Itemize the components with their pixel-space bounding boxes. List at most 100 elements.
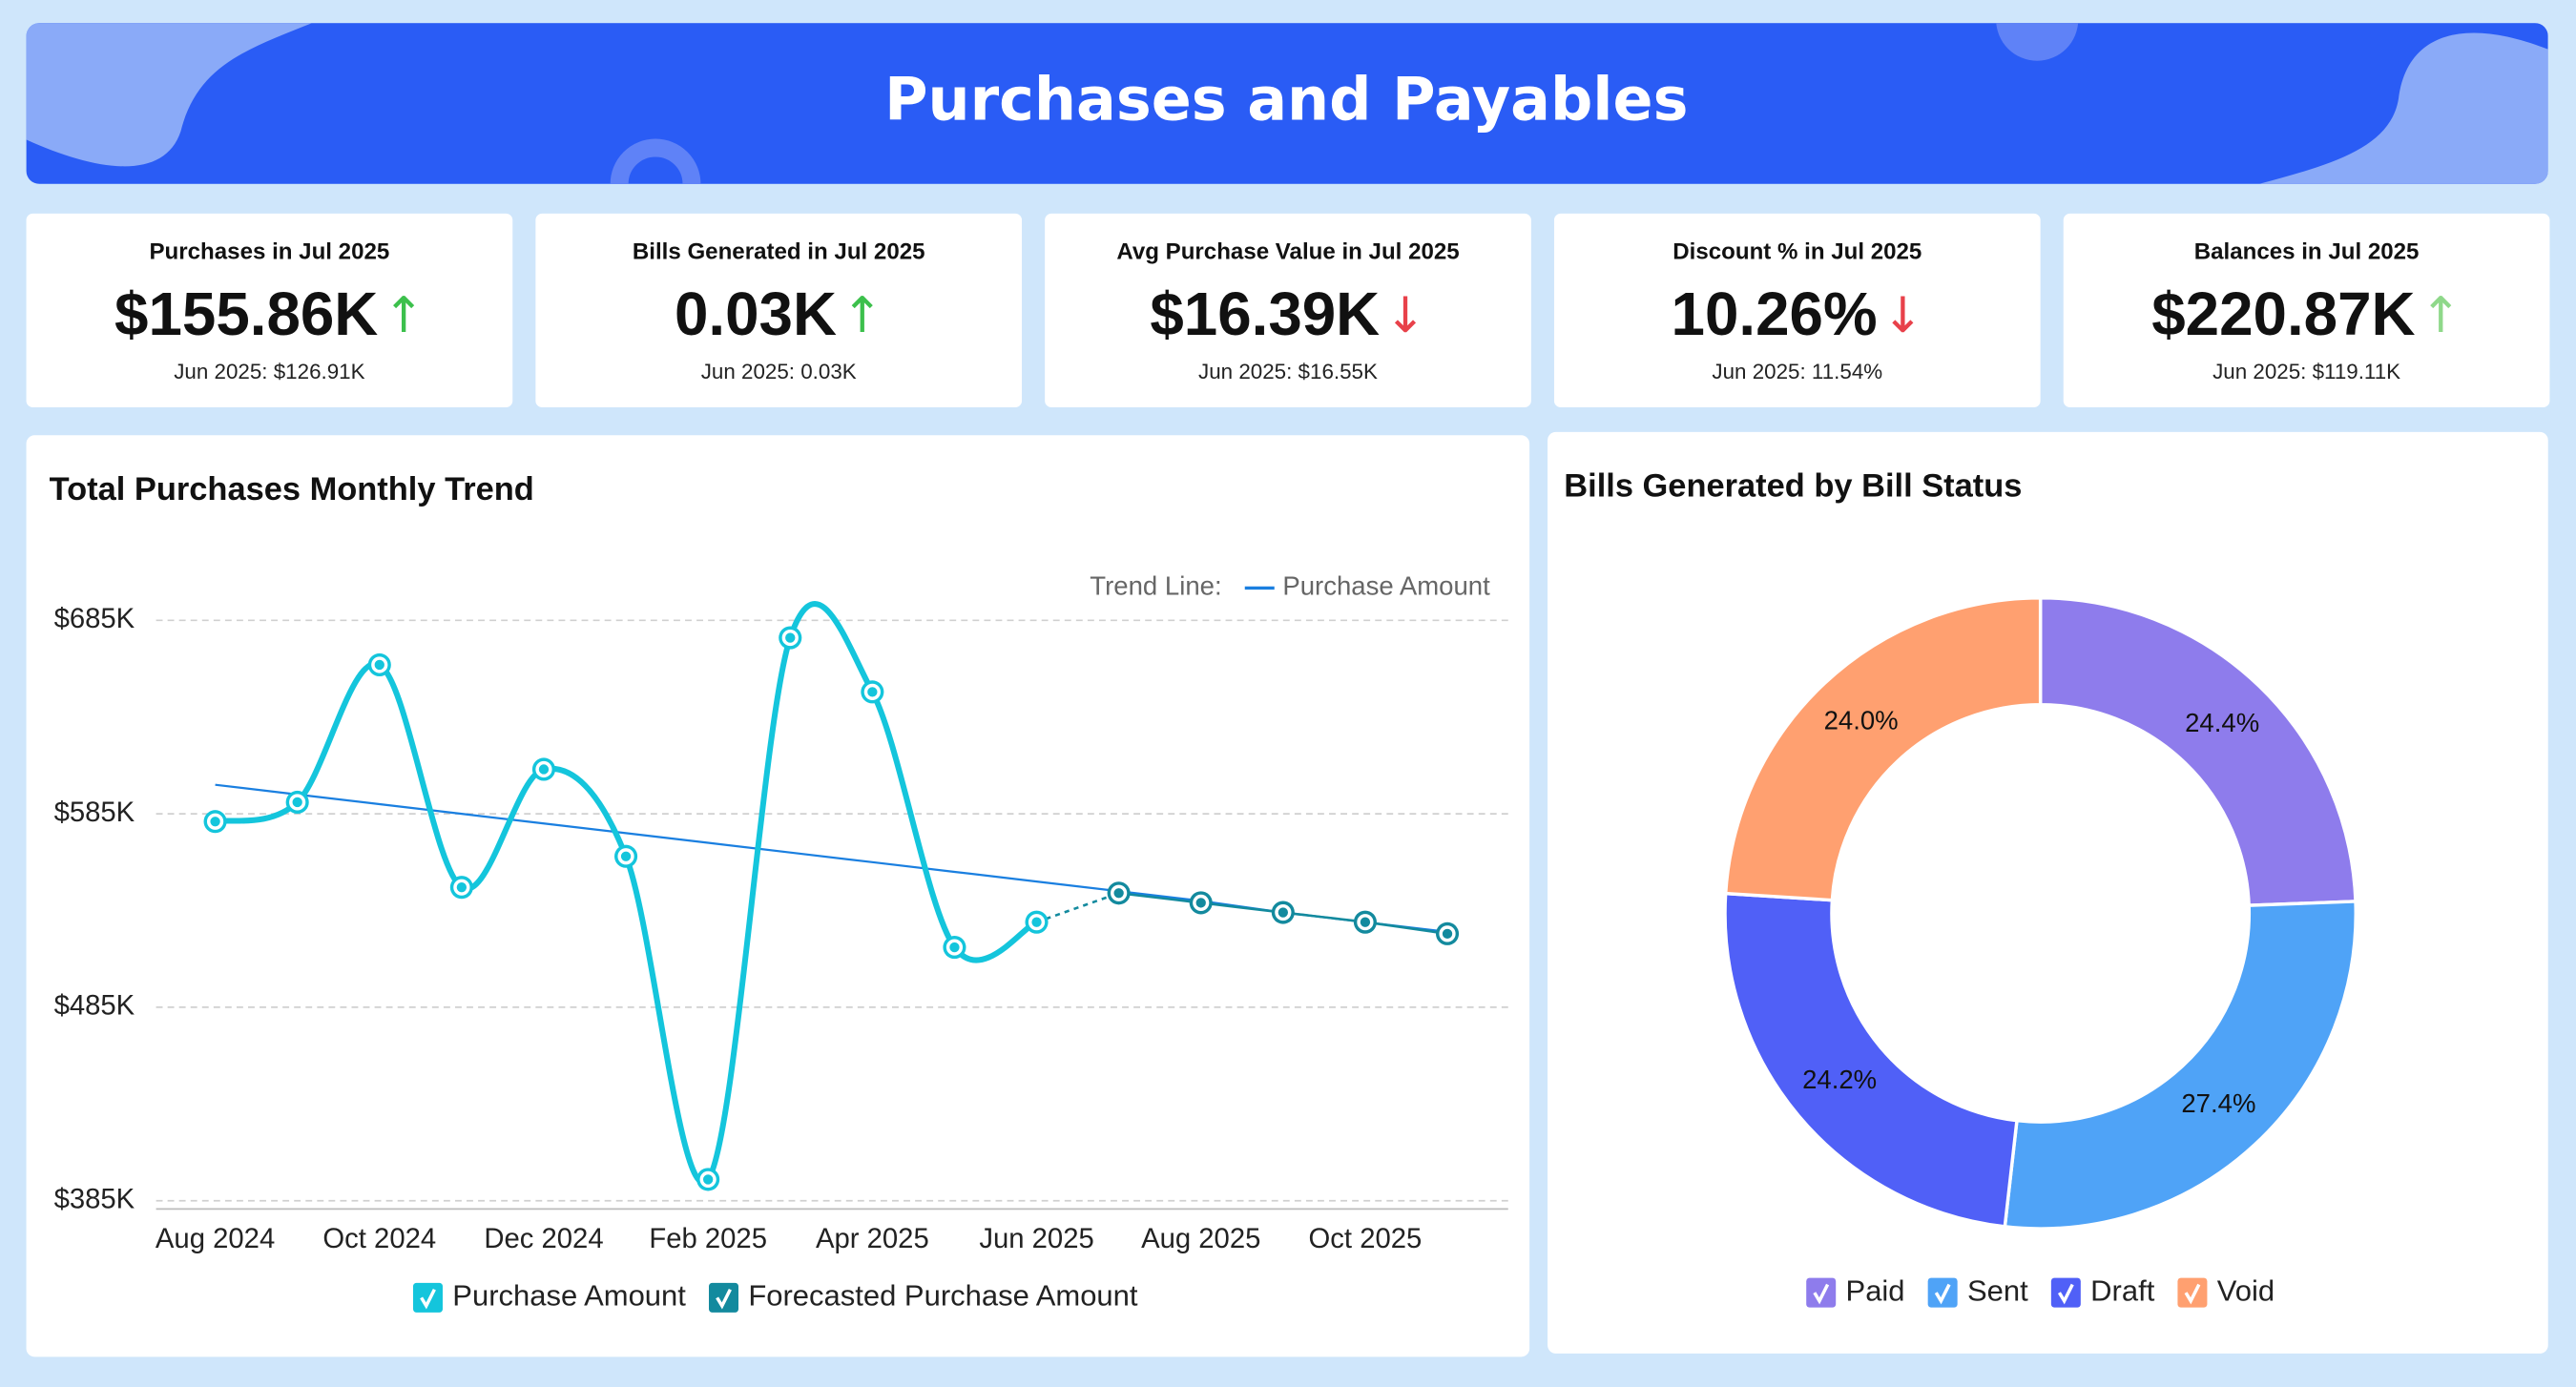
y-tick-label: $585K: [54, 797, 135, 828]
point: [453, 879, 470, 896]
kpi-previous: Jun 2025: $119.11K: [2212, 360, 2400, 383]
kpi-value: 0.03K ↑: [675, 279, 883, 348]
donut-slice: [2003, 900, 2358, 1231]
forecast-connector: [1036, 892, 1120, 923]
chart-title: Total Purchases Monthly Trend: [50, 471, 534, 507]
kpi-title: Avg Purchase Value in Jul 2025: [1116, 239, 1459, 265]
point: [1111, 884, 1128, 901]
kpi-value-text: $220.87K: [2151, 279, 2415, 348]
header-banner: [26, 23, 2548, 184]
y-tick-label: $685K: [54, 604, 135, 634]
kpi-card: [1045, 213, 1531, 408]
x-tick-label: Aug 2025: [1141, 1224, 1260, 1254]
trend-legend: Purchase Amount Trend Line:: [1090, 571, 1490, 601]
kpi-card: [2063, 213, 2550, 408]
legend-check: [1934, 1283, 1951, 1305]
kpi-previous: Jun 2025: 0.03K: [701, 360, 857, 383]
pie-panel: [1548, 431, 2548, 1354]
kpi-card: [26, 213, 513, 408]
kpi-title: Bills Generated in Jul 2025: [633, 239, 925, 265]
kpi-title: Discount % in Jul 2025: [1672, 239, 1922, 265]
trend-legend-label: Trend Line:: [1090, 571, 1221, 601]
slice-label: 27.4%: [2181, 1088, 2255, 1118]
point: [1275, 903, 1292, 921]
x-tick-label: Oct 2024: [322, 1224, 436, 1254]
legend-check: [716, 1288, 732, 1310]
kpi-card: [535, 213, 1023, 408]
slice-label: 24.4%: [2185, 708, 2259, 737]
point: [1028, 914, 1046, 931]
header-title: Purchases and Payables: [884, 65, 1688, 135]
x-tick-label: Apr 2025: [816, 1224, 929, 1254]
kpi-title: Balances in Jul 2025: [2194, 239, 2420, 265]
legend-check: [420, 1288, 436, 1310]
legend-swatch: [2050, 1277, 2081, 1308]
legend-check: [2184, 1283, 2201, 1305]
point: [945, 939, 964, 956]
point: [535, 760, 552, 778]
trend-legend-name: Purchase Amount: [1282, 571, 1490, 601]
kpi-row: Purchases in Jul 2025$155.86K ↑Jun 2025: …: [26, 213, 2550, 408]
kpi-value-text: $16.39K: [1150, 279, 1380, 348]
legend-label: Forecasted Purchase Amount: [748, 1279, 1138, 1313]
point: [289, 794, 306, 811]
legend-label: Draft: [2090, 1273, 2155, 1307]
point: [1193, 894, 1210, 912]
legend-item: Draft: [2050, 1273, 2155, 1308]
point: [371, 656, 388, 673]
x-tick-label: Oct 2025: [1309, 1224, 1423, 1254]
kpi-value: 10.26% ↓: [1672, 279, 1924, 348]
legend-swatch: [1927, 1277, 1958, 1308]
point: [781, 629, 799, 647]
kpi-value: $155.86K ↑: [114, 279, 425, 348]
legend-swatch: [1806, 1277, 1837, 1308]
kpi-value-text: 10.26%: [1672, 279, 1878, 348]
kpi-arrow: ↓: [1882, 287, 1923, 344]
legend-label: Void: [2217, 1273, 2275, 1307]
kpi-previous: Jun 2025: $16.55K: [1198, 360, 1378, 383]
point: [617, 848, 634, 865]
kpi-arrow: ↑: [2420, 287, 2462, 344]
line-panel: [26, 435, 1530, 1357]
slice-label: 24.2%: [1802, 1065, 1877, 1094]
kpi-value-text: 0.03K: [675, 279, 837, 348]
point: [206, 813, 224, 830]
donut-slice: [1723, 596, 2043, 902]
header-ring: [610, 138, 701, 184]
header-blob: [2258, 32, 2548, 184]
slice-label: 24.0%: [1824, 705, 1899, 735]
header-bg: [26, 23, 2548, 184]
point: [1357, 914, 1374, 931]
x-tick-label: Feb 2025: [649, 1224, 767, 1254]
kpi-value: $220.87K ↑: [2151, 279, 2462, 348]
kpi-value-text: $155.86K: [114, 279, 378, 348]
y-tick-label: $485K: [54, 991, 135, 1022]
legend-label: Purchase Amount: [452, 1279, 686, 1313]
legend-swatch: [2177, 1277, 2208, 1308]
legend-label: Sent: [1967, 1273, 2028, 1307]
kpi-title: Purchases in Jul 2025: [150, 239, 390, 265]
point: [699, 1170, 717, 1189]
kpi-previous: Jun 2025: 11.54%: [1712, 360, 1882, 383]
legend-item: Purchase Amount: [412, 1279, 686, 1313]
x-tick-label: Aug 2024: [156, 1224, 275, 1254]
kpi-value: $16.39K ↓: [1150, 279, 1425, 348]
legend-item: Void: [2177, 1273, 2275, 1308]
point: [1439, 925, 1456, 942]
donut-chart: Bills Generated by Bill Status 24.4% 27.4%…: [1564, 468, 2358, 1308]
x-tick-label: Dec 2024: [484, 1224, 603, 1254]
legend-item: Paid: [1806, 1273, 1905, 1308]
chart-title: Bills Generated by Bill Status: [1564, 468, 2022, 505]
legend-check: [2057, 1283, 2074, 1305]
legend-swatch: [412, 1282, 443, 1313]
y-tick-label: $385K: [54, 1184, 135, 1214]
x-tick-label: Jun 2025: [979, 1224, 1093, 1254]
donut-slice: [1723, 891, 2019, 1229]
kpi-card: [1553, 213, 2041, 408]
point: [863, 683, 881, 700]
legend-item: Sent: [1927, 1273, 2028, 1308]
donut-slice: [2038, 596, 2358, 907]
kpi-previous: Jun 2025: $126.91K: [174, 360, 364, 383]
